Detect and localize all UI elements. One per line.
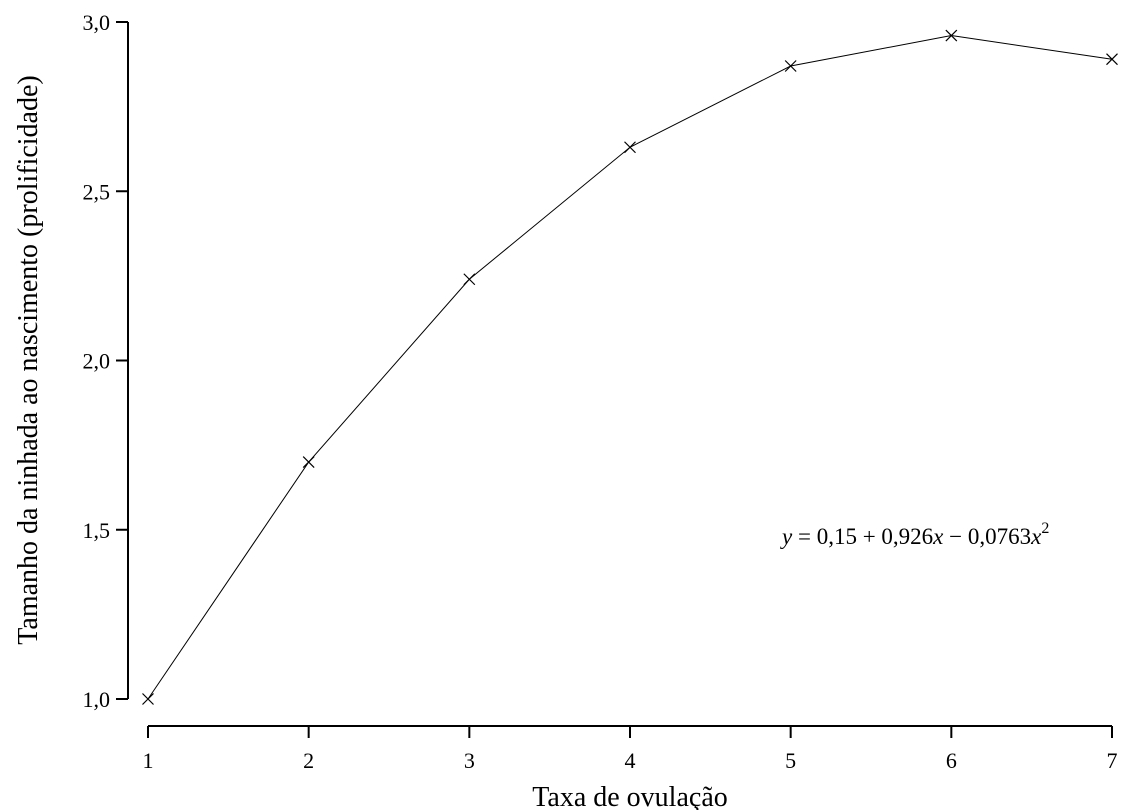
series-line — [147, 35, 1113, 700]
series — [142, 29, 1118, 705]
y-ticks: 1,0 1,5 2,0 2,5 3,0 — [83, 10, 128, 712]
data-point-marker — [302, 456, 315, 468]
x-tick-label: 4 — [625, 748, 636, 773]
y-axis-title: Tamanho da ninhada ao nascimento (prolif… — [13, 75, 44, 645]
data-point-marker — [1106, 53, 1118, 66]
equation-exponent: 2 — [1041, 520, 1049, 537]
y-tick-label: 1,0 — [83, 687, 111, 712]
x-tick-label: 7 — [1107, 748, 1118, 773]
y-tick-label: 2,5 — [83, 179, 111, 204]
x-tick-label: 3 — [464, 748, 475, 773]
x-tick-label: 2 — [303, 748, 314, 773]
data-point-marker — [945, 29, 958, 42]
data-point-marker — [463, 273, 476, 286]
equation-x-var-2: x — [1030, 524, 1042, 549]
equation-y-var: y — [780, 524, 793, 549]
x-axis-title: Taxa de ovulação — [532, 782, 728, 810]
axes — [127, 22, 1112, 727]
data-point-marker — [142, 693, 154, 705]
x-ticks: 1 2 3 4 5 6 7 — [143, 726, 1118, 773]
y-tick-label: 3,0 — [83, 10, 111, 35]
y-tick-label: 2,0 — [83, 349, 111, 374]
x-tick-label: 1 — [143, 748, 154, 773]
equation-x-var-1: x — [932, 524, 944, 549]
x-tick-label: 5 — [785, 748, 796, 773]
equation-part-2: − 0,0763 — [943, 524, 1031, 549]
x-tick-label: 6 — [946, 748, 957, 773]
data-point-marker — [624, 141, 636, 154]
equation-part-1: = 0,15 + 0,926 — [792, 524, 933, 549]
regression-equation: y = 0,15 + 0,926x − 0,0763x2 — [780, 520, 1049, 549]
data-point-marker — [784, 60, 797, 72]
y-tick-label: 1,5 — [83, 518, 111, 543]
